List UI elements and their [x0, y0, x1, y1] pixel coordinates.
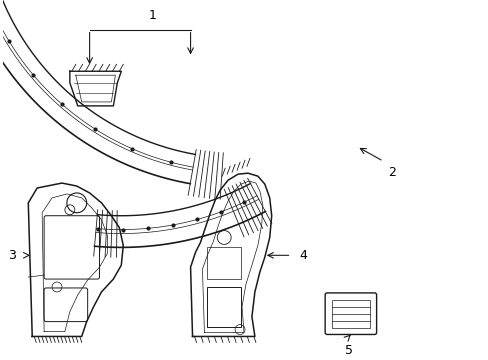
Text: 2: 2 [387, 166, 396, 179]
Text: 5: 5 [344, 345, 352, 357]
Bar [207, 247, 241, 279]
Bar [207, 287, 241, 327]
Text: 1: 1 [149, 9, 157, 22]
Text: 3: 3 [8, 249, 17, 262]
Text: 4: 4 [299, 249, 306, 262]
Bar [331, 300, 369, 328]
